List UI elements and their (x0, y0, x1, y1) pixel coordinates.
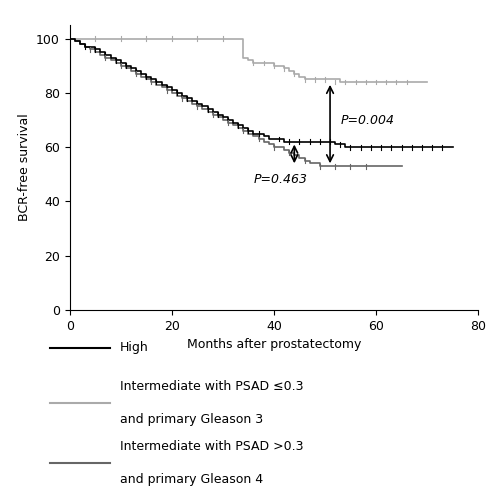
Text: Intermediate with PSAD ≤0.3: Intermediate with PSAD ≤0.3 (120, 380, 303, 392)
Text: P=0.463: P=0.463 (253, 173, 307, 186)
X-axis label: Months after prostatectomy: Months after prostatectomy (187, 338, 361, 351)
Text: P=0.004: P=0.004 (340, 114, 394, 126)
Text: Intermediate with PSAD >0.3: Intermediate with PSAD >0.3 (120, 440, 303, 452)
Text: and primary Gleason 3: and primary Gleason 3 (120, 412, 262, 426)
Text: High: High (120, 341, 148, 354)
Text: and primary Gleason 4: and primary Gleason 4 (120, 472, 262, 486)
Y-axis label: BCR-free survival: BCR-free survival (17, 114, 30, 222)
